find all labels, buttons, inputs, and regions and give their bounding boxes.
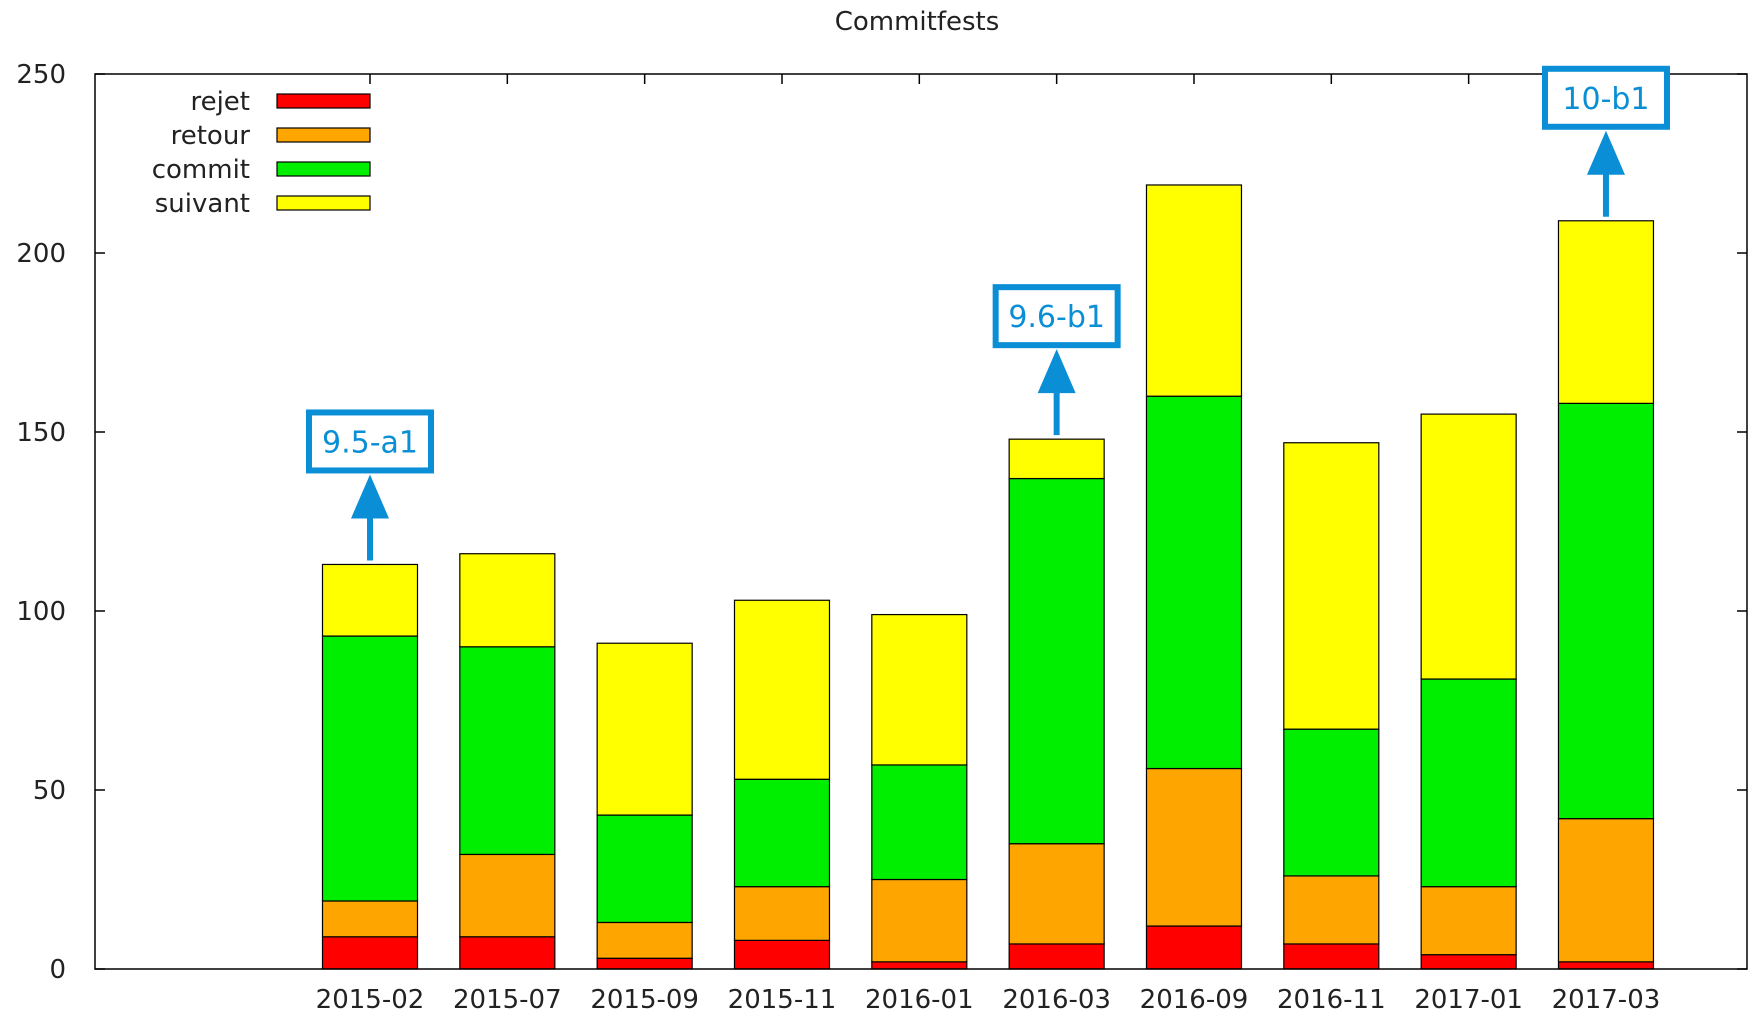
y-tick-label: 150 [16, 418, 66, 448]
legend-swatch [276, 195, 371, 211]
bar-segment-rejet [1557, 961, 1655, 970]
bar-segment-rejet [733, 939, 831, 970]
legend-swatch [276, 161, 371, 177]
bar-segment-suivant [1008, 438, 1105, 480]
legend-swatch [276, 93, 371, 109]
bar-segment-suivant [733, 599, 831, 780]
annotation-label: 9.6-b1 [1008, 300, 1105, 335]
x-tick-label: 2015-11 [728, 985, 837, 1015]
annotation-arrow-head [351, 474, 389, 519]
bar-segment-rejet [871, 961, 968, 970]
bar-segment-commit [459, 646, 556, 856]
bar-segment-retour [596, 921, 693, 959]
bar-segment-rejet [321, 936, 419, 970]
y-tick-label: 0 [49, 955, 66, 985]
bar-segment-commit [1145, 395, 1243, 770]
bar-segment-suivant [321, 563, 419, 637]
legend-label: suivant [155, 189, 250, 219]
bar-segment-rejet [596, 957, 693, 970]
bar-segment-retour [733, 886, 831, 941]
annotation-box [306, 409, 434, 474]
bar-segment-suivant [1283, 442, 1380, 730]
bar-segment-commit [596, 814, 693, 924]
bar-segment-retour [1008, 843, 1105, 945]
y-tick-label: 50 [33, 776, 66, 806]
bar-segment-suivant [871, 613, 968, 766]
bar-segment-commit [1283, 728, 1380, 877]
annotation-label: 10-b1 [1562, 82, 1649, 117]
x-tick-label: 2016-01 [865, 985, 974, 1015]
bar-segment-commit [1557, 402, 1655, 820]
x-tick-label: 2016-03 [1002, 985, 1111, 1015]
legend-label: retour [171, 121, 251, 151]
y-tick-label: 200 [16, 239, 66, 269]
axis-ticks: 0 50 100 150 200 250 2015-02 2015-07 2015-09 2015… [16, 60, 1747, 1015]
x-tick-label: 2016-11 [1277, 985, 1386, 1015]
bar-segment-suivant [459, 553, 556, 648]
bar-segment-suivant [596, 642, 693, 816]
bar-segment-suivant [1420, 413, 1517, 680]
annotations: 9.5-a1 9.6-b1 10-b1 [306, 65, 1670, 561]
annotation-box [1541, 65, 1670, 130]
bar-segment-rejet [1420, 954, 1517, 970]
bar-segment-retour [321, 900, 419, 938]
bar-segment-commit [733, 778, 831, 888]
bar-segment-suivant [1145, 184, 1243, 397]
x-tick-label: 2016-09 [1140, 985, 1249, 1015]
x-tick-label: 2017-03 [1552, 985, 1661, 1015]
bar-segment-retour [871, 878, 968, 963]
bar-segment-commit [1008, 477, 1105, 845]
bar-segment-rejet [459, 936, 556, 970]
bar-segment-commit [871, 764, 968, 881]
bar-segment-retour [1283, 875, 1380, 945]
bar-segment-commit [1420, 678, 1517, 888]
y-tick-label: 250 [16, 60, 66, 90]
bar-segment-retour [1557, 818, 1655, 963]
chart-title: Commitfests [835, 7, 1000, 37]
bar-segment-rejet [1283, 943, 1380, 970]
bar-segment-retour [1420, 886, 1517, 956]
plot-frame [94, 73, 1748, 970]
bar-segment-commit [321, 635, 419, 902]
y-tick-label: 100 [16, 597, 66, 627]
annotation-arrow-head [1586, 130, 1625, 175]
annotation-label: 9.5-a1 [322, 425, 418, 460]
bar-segment-suivant [1557, 220, 1655, 404]
annotation-box [992, 284, 1121, 349]
annotation-arrow-head [1037, 349, 1076, 394]
bar-segment-rejet [1145, 925, 1243, 970]
x-tick-label: 2017-01 [1414, 985, 1523, 1015]
x-tick-label: 2015-02 [316, 985, 425, 1015]
bar-segment-retour [1145, 767, 1243, 927]
bar-segment-rejet [1008, 943, 1105, 970]
bar-segment-retour [459, 853, 556, 938]
legend-label: rejet [190, 87, 250, 117]
bars [321, 184, 1655, 970]
x-tick-label: 2015-07 [453, 985, 562, 1015]
legend: rejet retour commit suivant [152, 87, 371, 219]
legend-swatch [276, 127, 371, 143]
x-tick-label: 2015-09 [590, 985, 699, 1015]
legend-label: commit [152, 155, 250, 185]
